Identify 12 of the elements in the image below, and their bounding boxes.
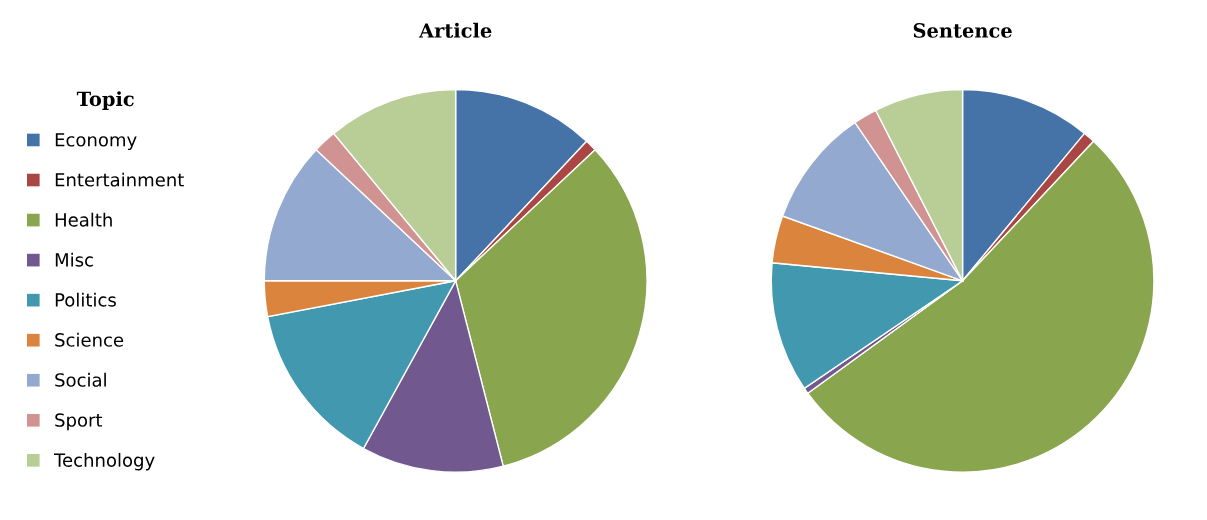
legend-label: Politics — [55, 292, 116, 307]
legend-label: Health — [55, 212, 112, 227]
legend-label: Technology — [54, 452, 155, 471]
legend-label: Sport — [55, 413, 103, 431]
legend-title: Topic — [76, 91, 134, 111]
legend-label: Misc — [55, 252, 93, 267]
legend-label: Science — [55, 332, 124, 347]
chart-title: Article — [418, 22, 492, 38]
chart-title: Sentence — [913, 23, 1012, 38]
legend-label: Social — [55, 372, 106, 387]
legend-label: Entertainment — [55, 172, 184, 187]
legend-label: Economy — [55, 133, 137, 151]
